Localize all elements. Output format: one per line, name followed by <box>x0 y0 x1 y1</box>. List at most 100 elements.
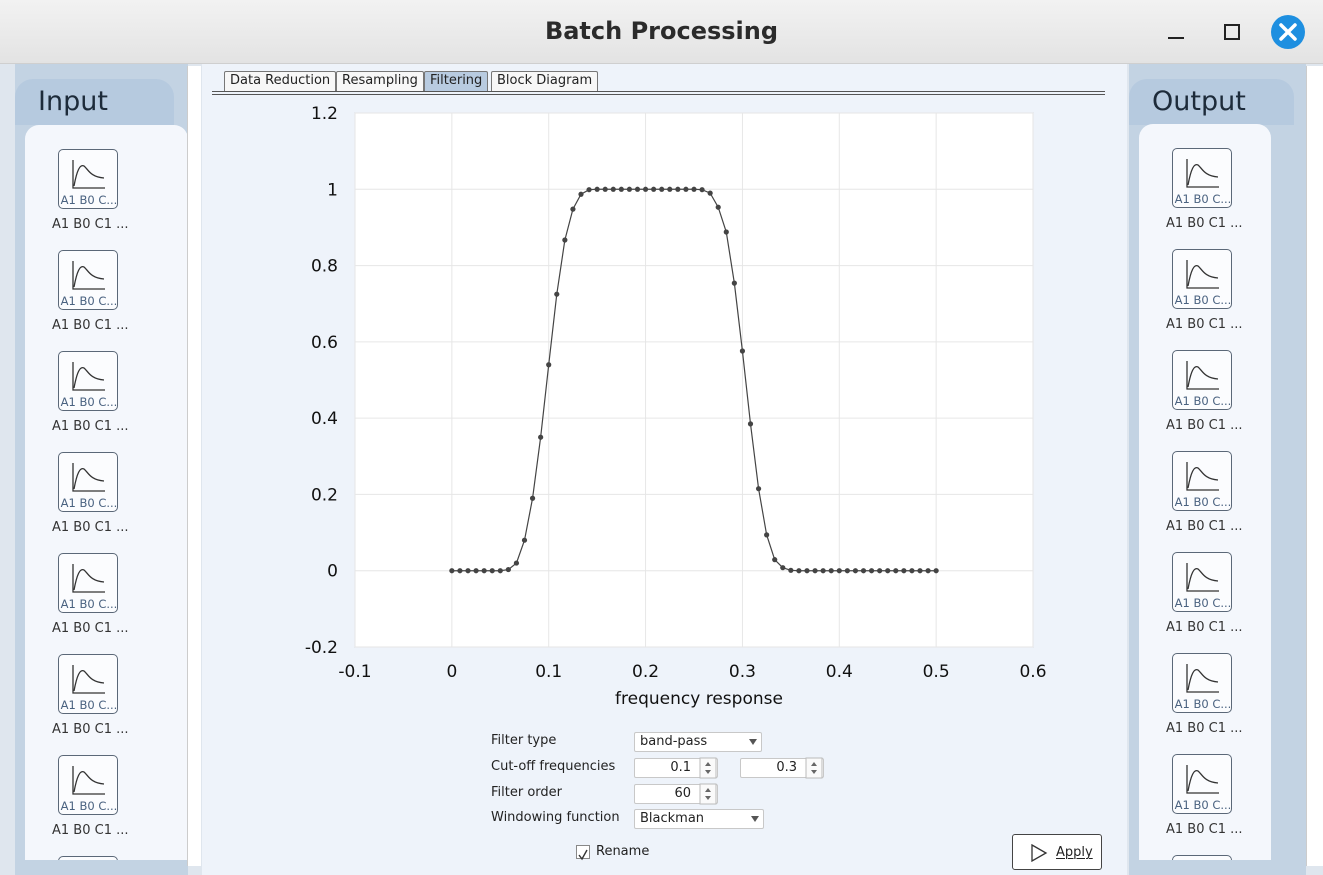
output-list: A1 B0 C... A1 B0 C1 ... A1 B0 C... A1 B0 C1… <box>1139 124 1271 860</box>
data-point <box>642 186 649 192</box>
tab[interactable]: Resampling <box>336 71 424 91</box>
item-label: A1 B0 C1 ... <box>1166 620 1243 635</box>
data-point <box>764 532 770 538</box>
item-icon-partial[interactable] <box>1172 855 1232 860</box>
tab[interactable]: Block Diagram <box>491 71 599 91</box>
item-label: A1 B0 C1 ... <box>52 823 129 838</box>
rename-checkbox[interactable] <box>576 845 590 861</box>
item-icon[interactable]: A1 B0 C... <box>58 654 118 714</box>
scrollbar[interactable] <box>1306 66 1323 866</box>
cutoff-label: Cut-off frequencies <box>491 759 616 774</box>
item-icon[interactable]: A1 B0 C... <box>58 250 118 310</box>
data-point <box>497 568 503 574</box>
windowing-select[interactable]: Blackman <box>634 809 764 829</box>
check-mark <box>578 849 588 861</box>
item-label: A1 B0 C1 ... <box>52 217 129 232</box>
data-point <box>812 568 818 574</box>
spinner-value: 0.3 <box>776 760 797 775</box>
item-icon[interactable]: A1 B0 C... <box>1172 350 1232 410</box>
item-icon[interactable]: A1 B0 C... <box>1172 249 1232 309</box>
data-point <box>457 568 463 574</box>
data-point <box>554 291 560 297</box>
item-label: A1 B0 C1 ... <box>1166 721 1243 736</box>
item-icon[interactable]: A1 B0 C... <box>1172 754 1232 814</box>
y-tick-label: 1.2 <box>311 104 338 124</box>
data-point <box>659 186 665 192</box>
data-point <box>489 568 495 574</box>
item-label: A1 B0 C1 ... <box>52 520 129 535</box>
data-point <box>699 187 705 193</box>
data-point <box>562 237 568 243</box>
apply-button[interactable]: Apply <box>1012 834 1102 870</box>
icon-text: A1 B0 C... <box>60 799 118 813</box>
item-label: A1 B0 C1 ... <box>1166 317 1243 332</box>
data-point <box>877 568 883 574</box>
rename-label: Rename <box>596 844 650 859</box>
data-point <box>707 190 713 196</box>
filter-order-spinner[interactable]: 60 <box>634 784 718 804</box>
window-controls[interactable] <box>1160 14 1310 52</box>
y-tick-label: 0 <box>327 562 338 582</box>
data-point <box>626 186 633 192</box>
y-tick-label: 0.8 <box>311 257 338 277</box>
icon-text: A1 B0 C... <box>1174 192 1232 206</box>
icon-text: A1 B0 C... <box>1174 394 1232 408</box>
data-point <box>481 568 487 574</box>
icon-text: A1 B0 C... <box>60 294 118 308</box>
y-tick-label: 0.2 <box>311 485 338 505</box>
data-point <box>755 486 762 492</box>
item-icon[interactable]: A1 B0 C... <box>1172 451 1232 511</box>
scrollbar[interactable] <box>187 66 201 866</box>
item-label: A1 B0 C1 ... <box>52 722 129 737</box>
data-point <box>901 568 907 574</box>
dropdown-arrow <box>749 739 757 745</box>
data-point <box>885 568 891 574</box>
item-icon[interactable]: A1 B0 C... <box>58 351 118 411</box>
x-tick-label: 0.5 <box>923 662 950 682</box>
output-title: Output <box>1129 79 1294 125</box>
data-point <box>739 348 746 354</box>
data-point <box>578 191 584 197</box>
apply-label: Apply <box>1056 845 1093 860</box>
data-point <box>925 568 931 574</box>
cutoff-low-spinner[interactable]: 0.1 <box>634 758 718 778</box>
maximize-button[interactable] <box>1224 24 1240 40</box>
item-icon[interactable]: A1 B0 C... <box>58 452 118 512</box>
item-icon[interactable]: A1 B0 C... <box>1172 552 1232 612</box>
item-icon[interactable]: A1 B0 C... <box>1172 148 1232 208</box>
data-point <box>723 229 729 235</box>
item-icon[interactable]: A1 B0 C... <box>58 149 118 209</box>
data-point <box>610 186 616 192</box>
data-point <box>594 186 600 192</box>
icon-text: A1 B0 C... <box>1174 495 1232 509</box>
x-tick-label: 0.1 <box>535 662 562 682</box>
x-axis-label: frequency response <box>615 689 783 709</box>
tab[interactable]: Filtering <box>424 71 489 91</box>
close-icon <box>1279 23 1297 41</box>
cutoff-high-spinner[interactable]: 0.3 <box>740 758 824 778</box>
y-tick-label: 1 <box>327 180 338 200</box>
item-icon[interactable]: A1 B0 C... <box>58 755 118 815</box>
tab[interactable]: Data Reduction <box>224 71 337 91</box>
item-label: A1 B0 C1 ... <box>1166 418 1243 433</box>
item-label: A1 B0 C1 ... <box>52 419 129 434</box>
data-point <box>747 421 754 427</box>
icon-text: A1 B0 C... <box>60 395 118 409</box>
y-tick-label: 0.6 <box>311 333 338 353</box>
data-point <box>836 568 842 574</box>
x-tick-label: 0.6 <box>1019 662 1046 682</box>
select-value: band-pass <box>640 734 708 749</box>
item-icon[interactable]: A1 B0 C... <box>58 553 118 613</box>
data-point <box>796 568 802 574</box>
item-icon[interactable]: A1 B0 C... <box>1172 653 1232 713</box>
x-tick-label: 0 <box>446 662 457 682</box>
x-tick-label: 0.3 <box>729 662 756 682</box>
apply-icon <box>1031 844 1048 862</box>
data-point <box>505 566 511 573</box>
data-point <box>449 568 455 574</box>
spinner-value: 60 <box>674 786 691 801</box>
filter-type-select[interactable]: band-pass <box>634 732 762 752</box>
icon-text: A1 B0 C... <box>1174 596 1232 610</box>
item-icon-partial[interactable] <box>58 856 118 860</box>
